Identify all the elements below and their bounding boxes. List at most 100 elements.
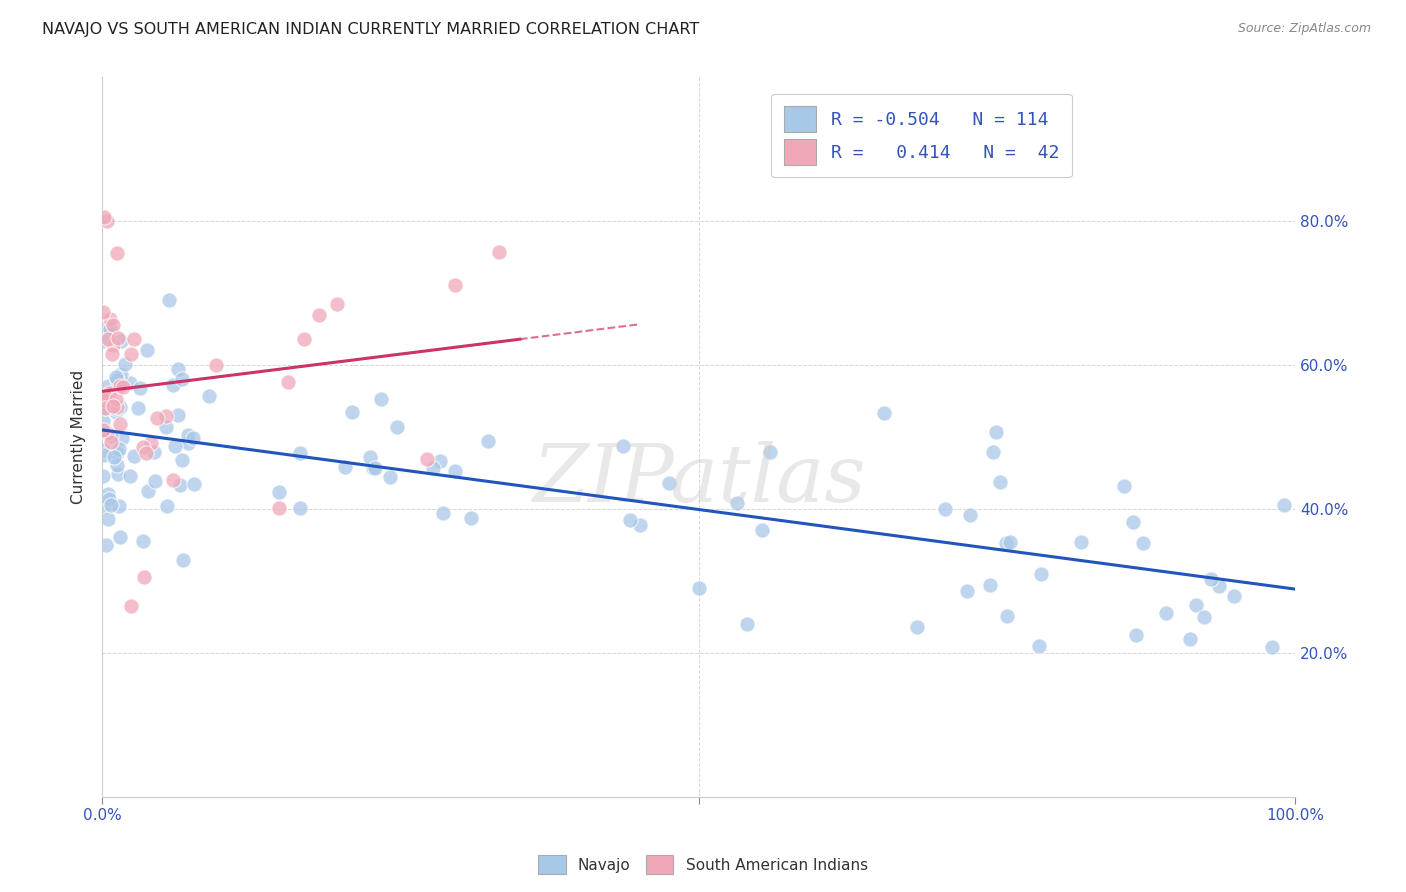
Point — [981, 445, 1004, 459]
Point — [136, 483, 159, 498]
Point — [444, 278, 467, 293]
Point — [107, 442, 129, 456]
Point — [101, 347, 124, 361]
Point — [105, 458, 128, 472]
Point — [132, 570, 155, 584]
Point — [181, 431, 204, 445]
Point — [103, 400, 125, 414]
Point — [477, 434, 499, 448]
Point — [94, 395, 117, 409]
Point — [143, 475, 166, 489]
Point — [1029, 566, 1052, 581]
Point — [292, 332, 315, 346]
Point — [628, 518, 651, 533]
Legend: R = -0.504   N = 114, R =   0.414   N =  42: R = -0.504 N = 114, R = 0.414 N = 42 — [770, 94, 1071, 178]
Point — [93, 392, 115, 407]
Point — [725, 496, 748, 510]
Point — [488, 245, 510, 260]
Point — [1070, 535, 1092, 549]
Point — [1184, 598, 1206, 612]
Point — [108, 417, 131, 432]
Point — [107, 331, 129, 345]
Point — [269, 500, 291, 515]
Point — [118, 376, 141, 390]
Point — [103, 401, 125, 415]
Point — [1028, 639, 1050, 653]
Point — [94, 401, 117, 415]
Point — [105, 246, 128, 260]
Point — [124, 332, 146, 346]
Point — [979, 578, 1001, 592]
Point — [155, 409, 177, 423]
Point — [93, 305, 115, 319]
Point — [995, 609, 1018, 624]
Point — [1199, 572, 1222, 586]
Point — [93, 414, 115, 428]
Point — [934, 502, 956, 516]
Point — [290, 445, 312, 459]
Text: NAVAJO VS SOUTH AMERICAN INDIAN CURRENTLY MARRIED CORRELATION CHART: NAVAJO VS SOUTH AMERICAN INDIAN CURRENTL… — [42, 22, 699, 37]
Point — [959, 508, 981, 522]
Point — [136, 343, 159, 357]
Point — [429, 454, 451, 468]
Point — [1114, 479, 1136, 493]
Point — [111, 380, 134, 394]
Point — [166, 408, 188, 422]
Point — [122, 449, 145, 463]
Point — [128, 381, 150, 395]
Point — [100, 498, 122, 512]
Point — [370, 392, 392, 406]
Point — [110, 334, 132, 348]
Point — [107, 499, 129, 513]
Point — [157, 293, 180, 307]
Point — [105, 370, 128, 384]
Point — [198, 389, 221, 403]
Point — [135, 446, 157, 460]
Point — [163, 438, 186, 452]
Point — [121, 347, 143, 361]
Point — [110, 400, 132, 414]
Point — [145, 411, 167, 425]
Point — [378, 470, 401, 484]
Point — [166, 361, 188, 376]
Point — [111, 431, 134, 445]
Text: Source: ZipAtlas.com: Source: ZipAtlas.com — [1237, 22, 1371, 36]
Point — [1208, 579, 1230, 593]
Point — [1261, 640, 1284, 654]
Point — [335, 459, 357, 474]
Point — [93, 423, 115, 437]
Point — [288, 501, 311, 516]
Point — [735, 616, 758, 631]
Point — [172, 453, 194, 467]
Point — [98, 386, 121, 401]
Point — [1223, 589, 1246, 603]
Point — [277, 376, 299, 390]
Point — [619, 512, 641, 526]
Point — [759, 444, 782, 458]
Point — [873, 406, 896, 420]
Point — [103, 338, 125, 352]
Point — [444, 464, 467, 478]
Point — [162, 473, 184, 487]
Point — [104, 405, 127, 419]
Point — [118, 469, 141, 483]
Point — [96, 214, 118, 228]
Point — [105, 392, 128, 406]
Point — [460, 510, 482, 524]
Point — [96, 426, 118, 441]
Point — [688, 582, 710, 596]
Point — [658, 475, 681, 490]
Legend: Navajo, South American Indians: Navajo, South American Indians — [531, 849, 875, 880]
Point — [97, 512, 120, 526]
Point — [105, 401, 128, 415]
Point — [1154, 606, 1177, 620]
Point — [1122, 515, 1144, 529]
Point — [956, 583, 979, 598]
Point — [905, 620, 928, 634]
Point — [751, 523, 773, 537]
Point — [93, 210, 115, 224]
Point — [984, 425, 1007, 440]
Point — [105, 373, 128, 387]
Point — [107, 467, 129, 482]
Point — [97, 332, 120, 346]
